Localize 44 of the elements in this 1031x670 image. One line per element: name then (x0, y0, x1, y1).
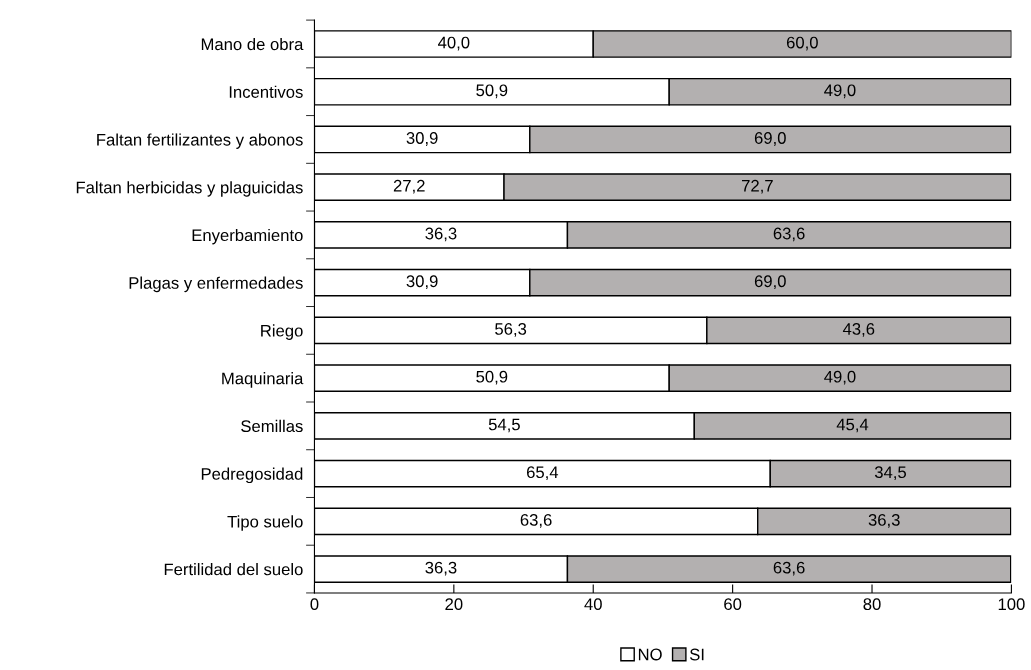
y-tick-label: Fertilidad del suelo (164, 563, 303, 576)
data-label: 65,4 (526, 466, 559, 481)
data-label: 34,5 (874, 466, 907, 481)
data-label: 36,3 (425, 227, 457, 242)
y-tick-label: Faltan herbicidas y plaguicidas (76, 181, 303, 197)
data-label: 63,6 (520, 514, 552, 528)
data-label: 50,9 (476, 84, 508, 99)
y-tick-label: Semillas (241, 419, 303, 433)
y-tick-label: Enyerbamiento (192, 228, 303, 245)
data-label: 72,7 (742, 179, 773, 194)
data-label: 49,0 (824, 370, 856, 385)
data-label: 30,9 (406, 132, 438, 146)
x-tick-label: 100 (998, 598, 1025, 611)
data-label: 69,0 (754, 275, 786, 290)
data-label: 49,0 (824, 84, 856, 99)
data-label: 40,0 (438, 36, 470, 51)
data-label: 63,6 (773, 561, 805, 576)
y-tick-label: Tipo suelo (227, 515, 303, 531)
data-label: 43,6 (842, 323, 875, 337)
y-tick-label: Pedregosidad (201, 467, 303, 484)
y-tick-label: Maquinaria (222, 372, 304, 388)
legend-label: NO (638, 648, 662, 661)
data-label: 69,0 (754, 132, 786, 146)
y-tick-label: Plagas y enfermedades (129, 276, 303, 293)
x-tick-label: 0 (310, 598, 319, 611)
data-label: 27,2 (393, 179, 425, 194)
y-tick-label: Incentivos (229, 85, 303, 98)
data-label: 45,4 (836, 418, 869, 433)
x-tick-label: 60 (724, 598, 742, 611)
x-tick-label: 80 (863, 598, 881, 611)
data-label: 60,0 (786, 36, 818, 51)
y-tick-label: Faltan fertilizantes y abonos (97, 133, 303, 149)
x-tick-label: 40 (584, 598, 602, 611)
data-label: 56,3 (495, 323, 527, 337)
data-label: 63,6 (773, 227, 805, 242)
x-tick-label: 20 (445, 598, 463, 611)
data-label: 54,5 (488, 418, 520, 433)
data-label: 36,3 (425, 561, 457, 576)
data-label: 30,9 (406, 275, 438, 290)
data-label: 36,3 (868, 514, 900, 528)
y-tick-label: Mano de obra (201, 37, 304, 51)
legend-label: SI (689, 648, 704, 661)
data-label: 50,9 (476, 370, 508, 385)
y-tick-label: Riego (261, 324, 303, 340)
